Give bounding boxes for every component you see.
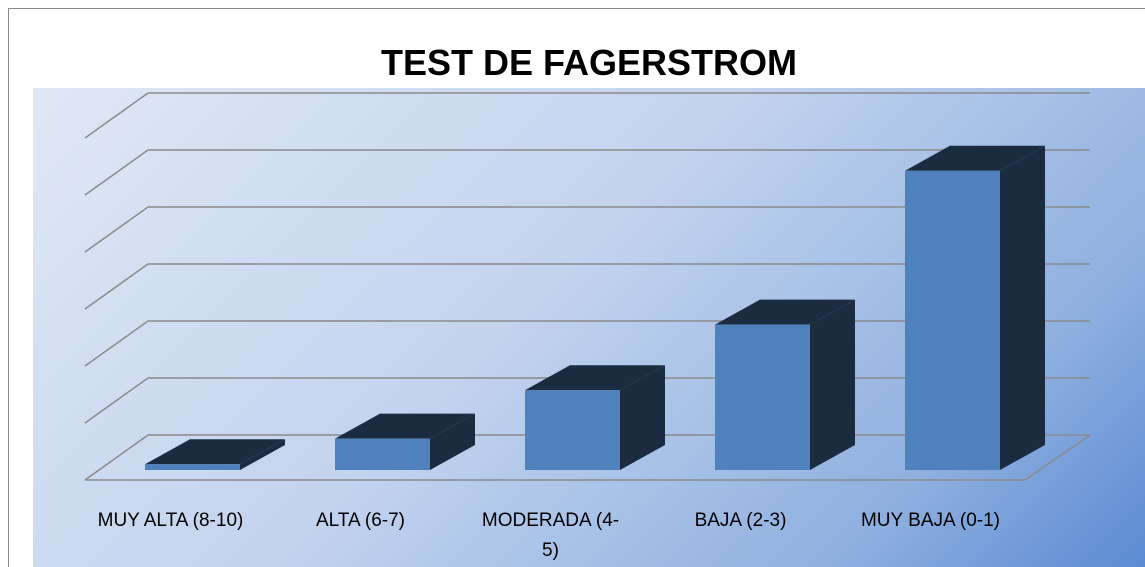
bar [525, 365, 665, 470]
bar-top [525, 365, 665, 391]
bar-front [715, 324, 810, 470]
grid-line [84, 434, 149, 481]
bar-side [810, 299, 855, 470]
bar [145, 439, 285, 470]
bar [335, 413, 475, 470]
grid-line [84, 206, 149, 253]
chart-title: TEST DE FAGERSTROM [380, 42, 798, 83]
x-tick-label: ALTA (6-7) [315, 510, 406, 531]
bar-side [1000, 145, 1045, 470]
bar-top [715, 299, 855, 325]
bar-top [145, 439, 285, 465]
bar [715, 299, 855, 470]
x-tick-label: BAJA (2-3) [694, 510, 787, 531]
bar-front [525, 390, 620, 470]
grid-line [84, 263, 149, 310]
x-tick-label: MUY BAJA (0-1) [860, 510, 1001, 531]
grid-line [84, 92, 149, 139]
bar-front [335, 438, 430, 470]
bar-top [335, 413, 475, 439]
grid-line [84, 377, 149, 424]
grid-line [84, 149, 149, 196]
bar-front [905, 170, 1000, 470]
bar [905, 145, 1045, 470]
bar-front [145, 464, 240, 470]
bar-top [905, 145, 1045, 171]
floor-edge [85, 434, 1091, 481]
bar-side [430, 413, 475, 470]
grid-line [84, 320, 149, 367]
x-tick-label: MUY ALTA (8-10) [97, 510, 244, 531]
chart-frame [8, 8, 1145, 567]
bar-side [620, 365, 665, 470]
x-tick-label: MODERADA (4-5) [481, 510, 620, 561]
bar-side [240, 439, 285, 470]
